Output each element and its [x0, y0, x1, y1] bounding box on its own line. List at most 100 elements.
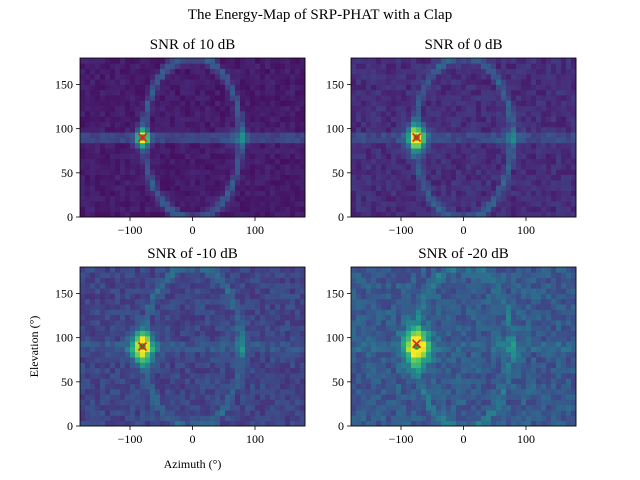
- heatmap-cell: [351, 378, 357, 384]
- heatmap-cell: [110, 293, 116, 300]
- heatmap-cell: [366, 137, 372, 144]
- heatmap-cell: [456, 288, 462, 294]
- heatmap-cell: [225, 351, 231, 358]
- heatmap-cell: [511, 126, 517, 133]
- heatmap-cell: [300, 399, 306, 406]
- heatmap-cell: [130, 367, 136, 374]
- heatmap-cell: [476, 330, 482, 337]
- heatmap-cell: [361, 330, 367, 337]
- heatmap-cell: [421, 153, 427, 160]
- heatmap-cell: [386, 137, 392, 144]
- heatmap-cell: [225, 179, 231, 186]
- heatmap-cell: [145, 121, 151, 128]
- heatmap-cell: [275, 267, 281, 273]
- heatmap-cell: [496, 351, 502, 358]
- heatmap-cell: [80, 105, 86, 112]
- heatmap-cell: [95, 84, 101, 91]
- heatmap-cell: [441, 89, 447, 96]
- heatmap-cell: [135, 73, 141, 80]
- heatmap-cell: [180, 137, 186, 144]
- heatmap-cell: [416, 267, 422, 273]
- heatmap-cell: [381, 320, 387, 326]
- heatmap-cell: [476, 79, 482, 85]
- heatmap-cell: [295, 105, 301, 112]
- heatmap-cell: [406, 367, 412, 374]
- heatmap-cell: [371, 314, 377, 321]
- heatmap-cell: [105, 105, 111, 112]
- heatmap-cell: [471, 404, 477, 411]
- heatmap-cell: [165, 100, 171, 107]
- heatmap-cell: [441, 174, 447, 181]
- heatmap-cell: [280, 73, 286, 80]
- y-tick-label: 150: [55, 78, 73, 92]
- heatmap-cell: [290, 335, 296, 342]
- heatmap-cell: [245, 169, 251, 175]
- heatmap-cell: [351, 158, 357, 165]
- heatmap-cell: [145, 277, 151, 284]
- heatmap-cell: [80, 142, 86, 149]
- heatmap-cell: [461, 320, 467, 326]
- heatmap-cell: [521, 158, 527, 165]
- heatmap-cell: [250, 95, 256, 101]
- heatmap-cell: [466, 288, 472, 294]
- heatmap-cell: [486, 383, 492, 390]
- heatmap-cell: [431, 174, 437, 181]
- heatmap-cell: [230, 267, 236, 273]
- heatmap-cell: [200, 383, 206, 390]
- heatmap-cell: [486, 63, 492, 69]
- heatmap-cell: [265, 121, 271, 128]
- heatmap-cell: [371, 293, 377, 300]
- heatmap-cell: [421, 277, 427, 284]
- heatmap-cell: [210, 201, 216, 207]
- heatmap-cell: [190, 351, 196, 358]
- heatmap-cell: [150, 293, 156, 300]
- heatmap-cell: [436, 314, 442, 321]
- heatmap-cell: [546, 79, 552, 85]
- heatmap-cell: [416, 388, 422, 395]
- heatmap-cell: [160, 277, 166, 284]
- heatmap-cell: [170, 121, 176, 128]
- heatmap-cell: [551, 89, 557, 96]
- heatmap-cell: [85, 341, 91, 347]
- heatmap-cell: [361, 121, 367, 128]
- heatmap-cell: [461, 68, 467, 75]
- heatmap-cell: [541, 148, 547, 154]
- heatmap-cell: [481, 211, 487, 218]
- heatmap-cell: [491, 304, 497, 310]
- heatmap-cell: [456, 158, 462, 165]
- heatmap-cell: [110, 137, 116, 144]
- heatmap-cell: [265, 185, 271, 191]
- heatmap-cell: [105, 404, 111, 411]
- heatmap-cell: [506, 190, 512, 197]
- heatmap-cell: [376, 84, 382, 91]
- heatmap-cell: [255, 388, 261, 395]
- heatmap-cell: [235, 341, 241, 347]
- heatmap-cell: [471, 346, 477, 353]
- heatmap-cell: [446, 63, 452, 69]
- heatmap-cell: [195, 335, 201, 342]
- heatmap-cell: [230, 320, 236, 326]
- heatmap-cell: [411, 190, 417, 197]
- heatmap-cell: [120, 84, 126, 91]
- heatmap-cell: [110, 142, 116, 149]
- heatmap-cell: [100, 330, 106, 337]
- heatmap-cell: [431, 320, 437, 326]
- heatmap-cell: [391, 288, 397, 294]
- heatmap-cell: [95, 267, 101, 273]
- heatmap-cell: [416, 195, 422, 202]
- heatmap-cell: [446, 378, 452, 384]
- heatmap-cell: [85, 206, 91, 213]
- heatmap-cell: [471, 111, 477, 117]
- heatmap-cell: [556, 84, 562, 91]
- heatmap-cell: [250, 148, 256, 154]
- heatmap-cell: [180, 351, 186, 358]
- heatmap-cell: [165, 195, 171, 202]
- heatmap-cell: [195, 410, 201, 416]
- heatmap-cell: [135, 394, 141, 400]
- heatmap-cell: [125, 288, 131, 294]
- heatmap-cell: [85, 404, 91, 411]
- heatmap-cell: [426, 95, 432, 101]
- heatmap-cell: [215, 137, 221, 144]
- heatmap-cell: [491, 267, 497, 273]
- heatmap-cell: [506, 179, 512, 186]
